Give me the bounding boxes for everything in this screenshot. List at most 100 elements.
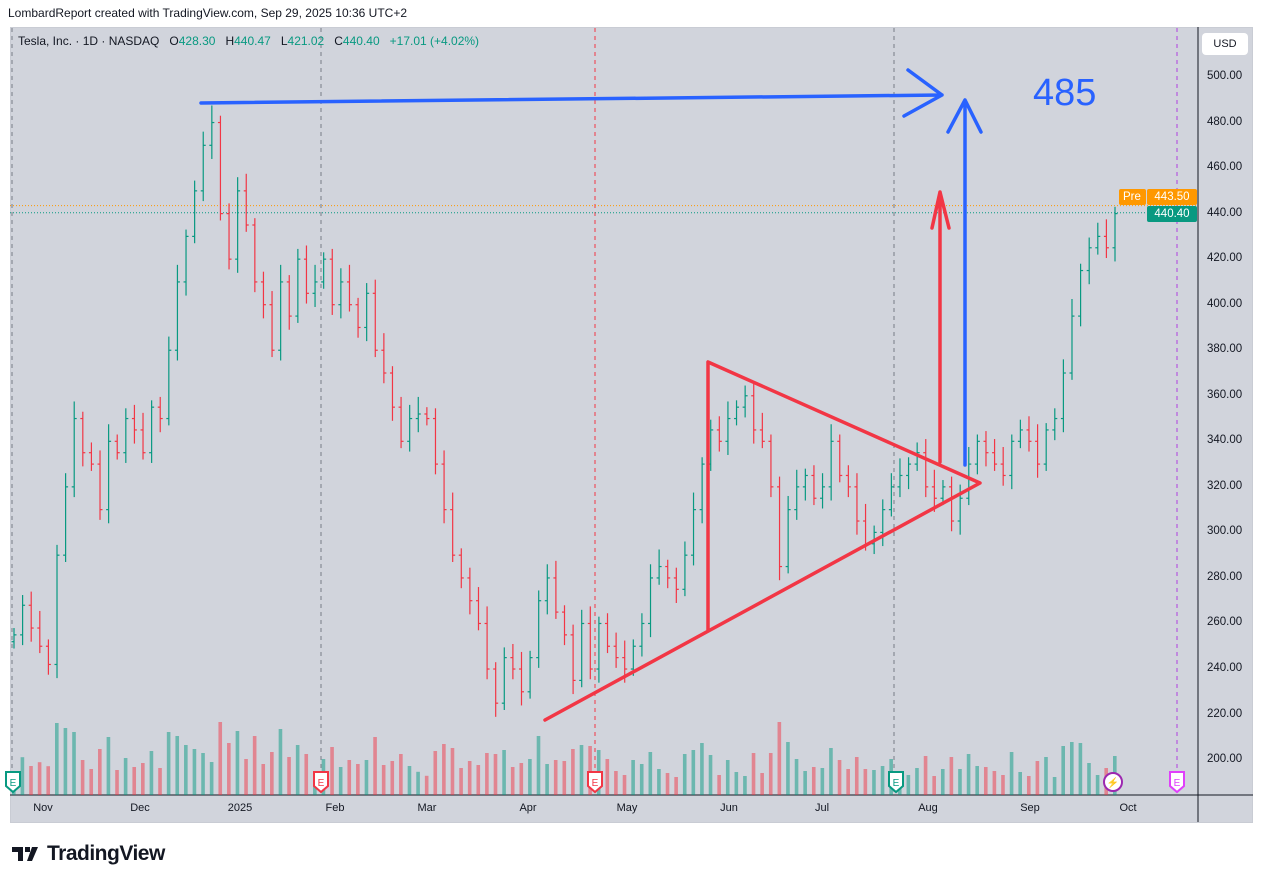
volume-bar [287, 757, 291, 795]
volume-bar [459, 768, 463, 795]
volume-bar [227, 743, 231, 795]
volume-bar [304, 754, 309, 795]
time-tick-label: Jun [720, 802, 738, 814]
volume-bar [519, 763, 524, 795]
volume-bar [777, 722, 782, 795]
volume-bar [880, 766, 885, 795]
volume-bar [932, 776, 936, 795]
last-price-tag: 440.40 [1147, 206, 1197, 222]
volume-bar [244, 759, 248, 795]
volume-bar [115, 770, 119, 795]
time-tick-label: Dec [130, 802, 150, 814]
volume-bar [209, 762, 214, 795]
volume-bar [106, 737, 111, 795]
volume-bar [725, 760, 730, 795]
volume-bar [639, 764, 644, 795]
tradingview-logo[interactable]: TradingView [12, 842, 165, 866]
close-label: C [334, 34, 343, 48]
volume-bar [674, 777, 678, 795]
open-value: 428.30 [178, 34, 216, 48]
volume-bar [992, 771, 997, 795]
currency-button[interactable]: USD [1202, 33, 1248, 55]
volume-bar [923, 756, 928, 795]
volume-bar [510, 767, 515, 795]
volume-bar [622, 775, 627, 795]
volume-bar [218, 722, 223, 795]
earnings-marker-icon [5, 771, 21, 794]
pre-market-label: Pre [1119, 189, 1146, 205]
event-marker-icon [1103, 772, 1123, 792]
volume-bar [373, 737, 377, 795]
symbol-name[interactable]: Tesla, Inc. · 1D · NASDAQ [18, 34, 160, 48]
volume-bar [682, 754, 687, 795]
volume-bar [72, 732, 76, 795]
volume-bar [579, 745, 584, 795]
pre-market-price: 443.50 [1147, 189, 1197, 205]
volume-bar [381, 765, 386, 795]
target-annotation: 485 [1033, 72, 1097, 114]
volume-bar [648, 752, 653, 795]
time-tick-label: Nov [33, 802, 53, 814]
price-tick-label: 280.00 [1207, 570, 1243, 583]
volume-bar [786, 742, 790, 795]
time-tick-label: May [616, 802, 638, 814]
volume-bar [614, 771, 618, 795]
volume-bar [158, 768, 162, 795]
event-marker-label: E [318, 778, 325, 789]
volume-bar [958, 769, 962, 795]
time-tick-label: 2025 [227, 802, 253, 814]
earnings-marker-icon [1169, 771, 1185, 794]
volume-bar [270, 752, 274, 795]
volume-bar [588, 746, 592, 795]
high-value: 440.47 [234, 34, 271, 48]
volume-bar [1095, 775, 1100, 795]
volume-bar [631, 760, 635, 795]
volume-bar [55, 723, 59, 795]
volume-bar [80, 760, 85, 795]
volume-bar [347, 760, 352, 795]
tradingview-logo-icon [12, 847, 38, 861]
earnings-marker-icon [587, 771, 603, 794]
volume-bar [192, 749, 197, 795]
volume-bar [700, 743, 704, 795]
volume-bar [717, 775, 721, 795]
volume-bar [743, 776, 747, 795]
volume-bar [476, 765, 481, 795]
volume-bar [141, 763, 145, 795]
volume-bar [571, 749, 575, 795]
volume-bar [278, 729, 283, 795]
volume-bar [605, 759, 610, 795]
volume-bar [493, 754, 498, 795]
volume-bar [872, 770, 876, 795]
close-value: 440.40 [342, 34, 380, 48]
volume-bar [166, 732, 171, 795]
volume-bar [1044, 757, 1048, 795]
volume-bar [949, 757, 954, 795]
volume-bar [708, 755, 713, 795]
volume-bar [794, 759, 799, 795]
volume-bar [854, 757, 859, 795]
price-tick-label: 400.00 [1207, 297, 1243, 310]
volume-bar [1001, 775, 1005, 795]
price-tick-label: 440.00 [1207, 206, 1243, 219]
volume-bar [1009, 752, 1014, 795]
volume-bar [829, 748, 833, 795]
volume-bar [416, 771, 420, 795]
volume-bar [390, 761, 395, 795]
volume-bar [424, 775, 429, 795]
volume-bar [803, 771, 807, 795]
blue-target-line [199, 68, 944, 118]
volume-bar [46, 766, 51, 795]
low-label: L [280, 34, 288, 48]
event-marker-label: E [592, 778, 599, 789]
volume-bar [820, 768, 825, 795]
price-tick-label: 480.00 [1207, 115, 1243, 128]
low-value: 421.02 [287, 34, 325, 48]
event-marker-label: E [10, 778, 17, 789]
volume-bar [966, 754, 971, 795]
volume-bar [123, 758, 128, 795]
time-tick-label: Apr [519, 802, 537, 814]
volume-bar [940, 769, 945, 795]
volume-bar [846, 769, 850, 795]
